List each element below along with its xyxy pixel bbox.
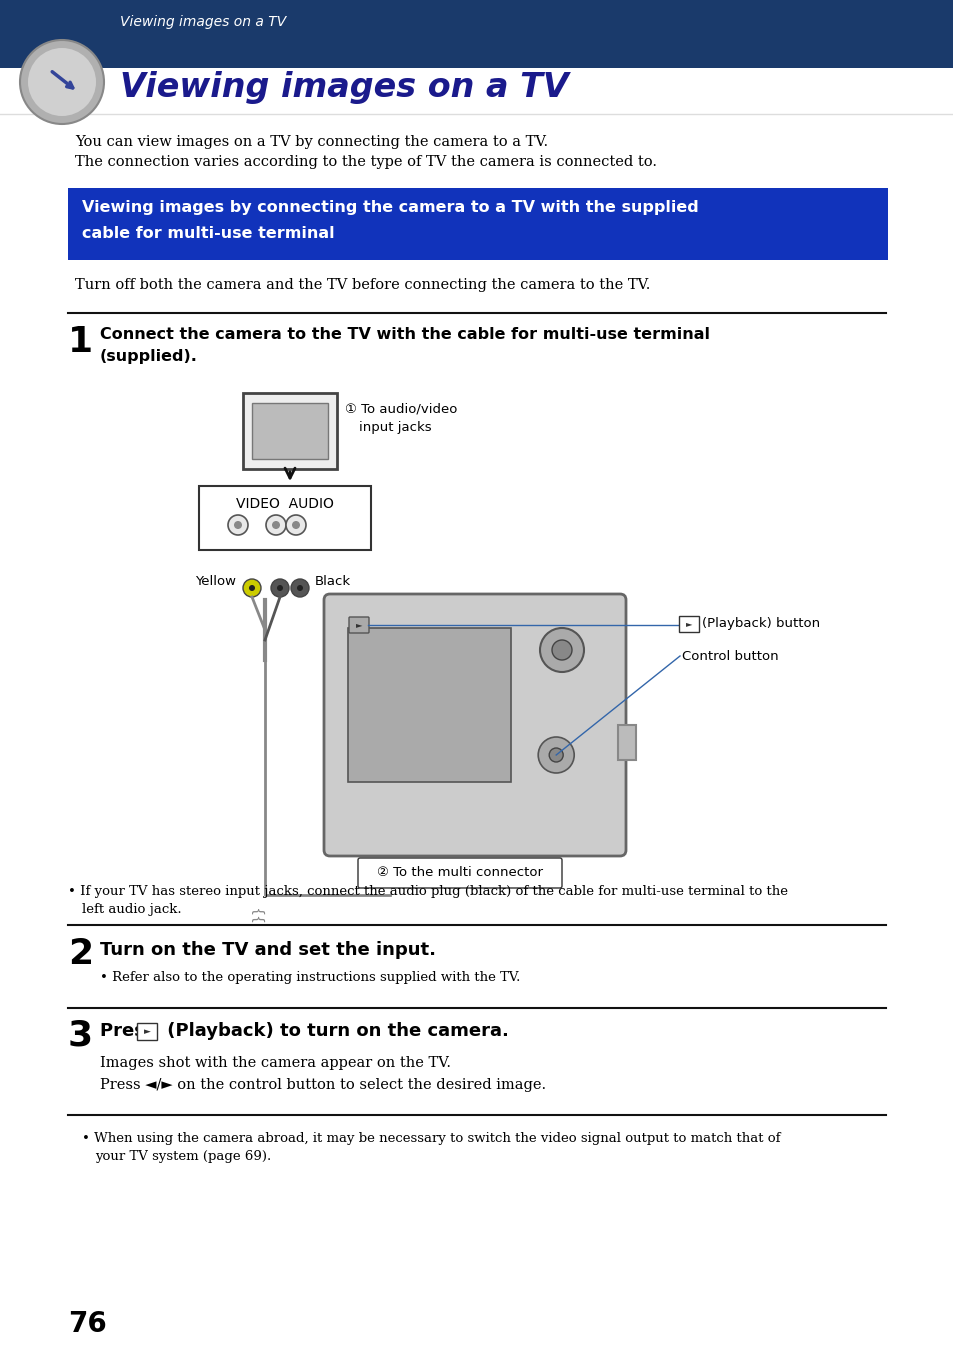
Circle shape — [266, 516, 286, 535]
Text: }}: }} — [251, 904, 265, 921]
FancyBboxPatch shape — [137, 1023, 157, 1039]
FancyBboxPatch shape — [199, 486, 371, 550]
Text: input jacks: input jacks — [358, 421, 431, 434]
Text: cable for multi-use terminal: cable for multi-use terminal — [82, 227, 335, 242]
Circle shape — [249, 585, 254, 592]
Text: (Playback) button: (Playback) button — [701, 617, 820, 631]
Text: Press ◄/► on the control button to select the desired image.: Press ◄/► on the control button to selec… — [100, 1077, 545, 1092]
Circle shape — [552, 641, 572, 660]
Text: You can view images on a TV by connecting the camera to a TV.: You can view images on a TV by connectin… — [75, 134, 548, 149]
Circle shape — [243, 579, 261, 597]
Text: • Refer also to the operating instructions supplied with the TV.: • Refer also to the operating instructio… — [100, 972, 519, 984]
Text: Images shot with the camera appear on the TV.: Images shot with the camera appear on th… — [100, 1056, 451, 1071]
Circle shape — [286, 516, 306, 535]
Text: The connection varies according to the type of TV the camera is connected to.: The connection varies according to the t… — [75, 155, 657, 170]
Circle shape — [271, 579, 289, 597]
FancyBboxPatch shape — [68, 189, 887, 261]
Text: 76: 76 — [68, 1310, 107, 1338]
Circle shape — [233, 521, 242, 529]
FancyBboxPatch shape — [243, 394, 336, 470]
Text: Control button: Control button — [681, 650, 778, 662]
FancyBboxPatch shape — [357, 858, 561, 887]
Text: ►: ► — [685, 620, 692, 628]
Circle shape — [276, 585, 283, 592]
FancyBboxPatch shape — [0, 0, 953, 68]
FancyBboxPatch shape — [324, 594, 625, 856]
Circle shape — [537, 737, 574, 773]
FancyBboxPatch shape — [252, 403, 328, 459]
Text: left audio jack.: left audio jack. — [82, 902, 181, 916]
Text: ►: ► — [355, 620, 362, 630]
Text: your TV system (page 69).: your TV system (page 69). — [95, 1149, 271, 1163]
Text: Turn on the TV and set the input.: Turn on the TV and set the input. — [100, 940, 436, 959]
FancyBboxPatch shape — [349, 617, 369, 632]
Text: 1: 1 — [68, 324, 93, 360]
Text: Turn off both the camera and the TV before connecting the camera to the TV.: Turn off both the camera and the TV befo… — [75, 278, 650, 292]
Text: VIDEO  AUDIO: VIDEO AUDIO — [235, 497, 334, 512]
Text: Yellow: Yellow — [194, 575, 235, 588]
Text: (supplied).: (supplied). — [100, 349, 197, 364]
Ellipse shape — [20, 39, 104, 123]
Text: ② To the multi connector: ② To the multi connector — [376, 867, 542, 879]
Text: 3: 3 — [68, 1018, 93, 1052]
Text: Press: Press — [100, 1022, 162, 1039]
Text: Black: Black — [314, 575, 351, 588]
Text: ►: ► — [143, 1027, 151, 1035]
Text: • If your TV has stereo input jacks, connect the audio plug (black) of the cable: • If your TV has stereo input jacks, con… — [68, 885, 787, 898]
Ellipse shape — [28, 47, 96, 115]
Text: Viewing images by connecting the camera to a TV with the supplied: Viewing images by connecting the camera … — [82, 199, 698, 214]
FancyBboxPatch shape — [618, 725, 636, 760]
Circle shape — [549, 748, 562, 763]
FancyBboxPatch shape — [679, 616, 699, 632]
Text: Viewing images on a TV: Viewing images on a TV — [120, 15, 286, 28]
Circle shape — [291, 579, 309, 597]
Circle shape — [228, 516, 248, 535]
Text: ① To audio/video: ① To audio/video — [345, 403, 456, 417]
Text: Connect the camera to the TV with the cable for multi-use terminal: Connect the camera to the TV with the ca… — [100, 327, 709, 342]
Circle shape — [296, 585, 303, 592]
FancyBboxPatch shape — [0, 68, 953, 114]
Circle shape — [539, 628, 583, 672]
Text: Viewing images on a TV: Viewing images on a TV — [120, 72, 568, 104]
Text: (Playback) to turn on the camera.: (Playback) to turn on the camera. — [161, 1022, 508, 1039]
Circle shape — [292, 521, 299, 529]
Text: • When using the camera abroad, it may be necessary to switch the video signal o: • When using the camera abroad, it may b… — [82, 1132, 780, 1145]
Text: 2: 2 — [68, 936, 93, 972]
FancyBboxPatch shape — [348, 628, 511, 782]
Circle shape — [272, 521, 280, 529]
